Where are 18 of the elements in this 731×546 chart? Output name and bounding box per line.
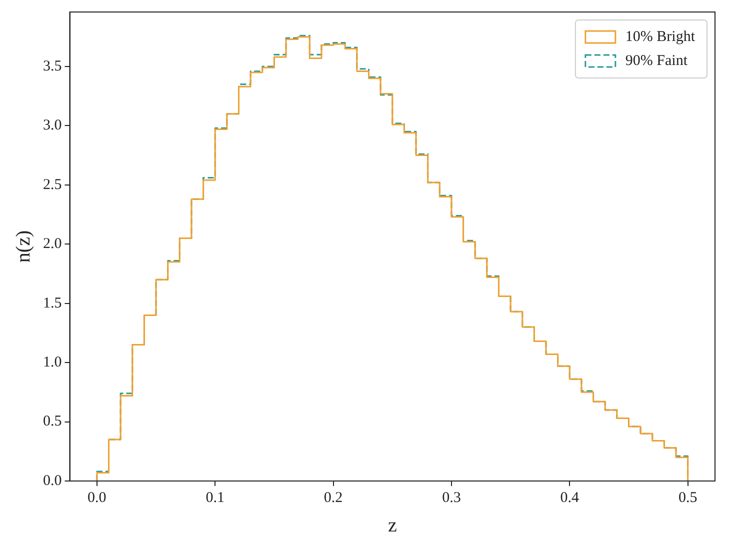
y-tick-label: 0.0	[43, 472, 62, 489]
legend-label: 10% Bright	[625, 28, 696, 45]
x-tick-label: 0.1	[206, 490, 224, 506]
y-tick-label: 3.5	[43, 58, 62, 74]
y-tick-label: 3.0	[43, 118, 62, 134]
x-tick-label: 0.2	[324, 490, 343, 506]
x-axis-title: z	[388, 514, 397, 536]
x-tick-label: 0.4	[560, 490, 580, 506]
y-tick-label: 0.5	[43, 414, 62, 430]
y-tick-label: 2.5	[43, 176, 62, 193]
legend-label: 90% Faint	[625, 52, 688, 69]
x-tick-label: 0.0	[88, 490, 106, 506]
y-tick-label: 1.5	[43, 295, 62, 312]
x-tick-label: 0.3	[442, 490, 461, 506]
x-tick-label: 0.5	[678, 490, 698, 506]
y-tick-label: 1.0	[43, 354, 62, 371]
y-tick-label: 2.0	[43, 236, 62, 252]
y-axis-title: n(z)	[12, 230, 34, 263]
